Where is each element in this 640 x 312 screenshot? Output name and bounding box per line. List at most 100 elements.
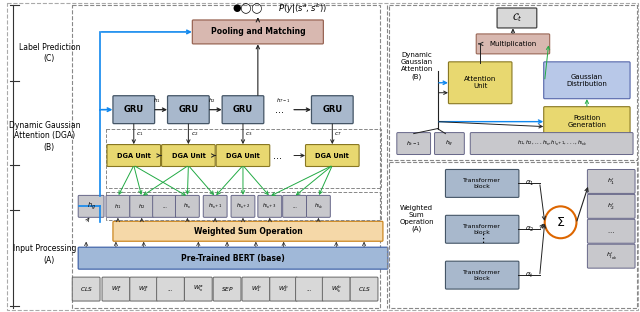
FancyBboxPatch shape [445,169,519,197]
FancyBboxPatch shape [307,195,330,217]
Text: $c_T$: $c_T$ [334,130,342,138]
Text: $h_{t-1}$: $h_{t-1}$ [406,139,421,148]
FancyBboxPatch shape [445,215,519,243]
Text: Dynamic
Gaussian
Attention
(B): Dynamic Gaussian Attention (B) [401,52,433,80]
Text: $h_1,h_2,...h_{l_a},h_{l_a+1},...,h_{l_{ab}}$: $h_1,h_2,...h_{l_a},h_{l_a+1},...,h_{l_{… [516,139,587,148]
FancyBboxPatch shape [449,62,512,104]
Text: GRU: GRU [124,105,144,114]
Text: ⋮: ⋮ [477,234,488,244]
Text: $h_{l_a}$: $h_{l_a}$ [184,202,191,211]
Text: Dynamic Gaussian: Dynamic Gaussian [9,121,80,130]
Text: $h_{l_{ab}}'$: $h_{l_{ab}}'$ [606,251,616,262]
FancyBboxPatch shape [213,277,241,301]
FancyBboxPatch shape [78,247,388,269]
Text: ...: ... [307,287,312,292]
FancyBboxPatch shape [283,195,307,217]
FancyBboxPatch shape [470,133,633,154]
Text: ...: ... [162,204,167,209]
Text: $W_2^b$: $W_2^b$ [278,284,289,295]
FancyBboxPatch shape [72,277,100,301]
FancyBboxPatch shape [588,219,635,243]
Text: $h_1'$: $h_1'$ [607,176,616,187]
Text: $CLS$: $CLS$ [80,285,93,293]
Text: $SEP$: $SEP$ [221,285,234,293]
FancyBboxPatch shape [175,195,199,217]
Text: $P(y|(s^a, s^b))$: $P(y|(s^a, s^b))$ [278,2,326,16]
Bar [106,193,381,220]
Text: $W_2^a$: $W_2^a$ [138,284,149,294]
Text: Pooling and Matching: Pooling and Matching [211,27,305,37]
Text: GRU: GRU [233,105,253,114]
Text: (A): (A) [44,256,55,265]
Text: $h_1$: $h_1$ [114,202,122,211]
FancyBboxPatch shape [222,96,264,124]
FancyBboxPatch shape [544,62,630,99]
Text: DGA Unit: DGA Unit [316,153,349,158]
FancyBboxPatch shape [153,195,177,217]
Text: ...: ... [168,287,173,292]
Text: Multiplication: Multiplication [490,41,536,47]
Text: Attention
Unit: Attention Unit [464,76,497,89]
Text: $h_{l_a+2}$: $h_{l_a+2}$ [236,202,250,211]
Text: Transformer
block: Transformer block [463,224,501,235]
FancyBboxPatch shape [445,261,519,289]
Text: $h_2$: $h_2$ [208,96,216,105]
Text: GRU: GRU [179,105,198,114]
FancyBboxPatch shape [296,277,323,301]
Text: $h_{l_{ab}}$: $h_{l_{ab}}$ [314,202,323,211]
Text: ...: ... [292,204,297,209]
Text: Label Prediction: Label Prediction [19,43,80,52]
Text: $h_{l_a+3}$: $h_{l_a+3}$ [262,202,277,211]
Text: Transformer
block: Transformer block [463,178,501,189]
Circle shape [545,206,577,238]
FancyBboxPatch shape [588,194,635,218]
Text: Position
Generation: Position Generation [568,115,606,128]
Text: $c_3$: $c_3$ [245,130,253,138]
Text: $h_2$: $h_2$ [138,202,145,211]
FancyBboxPatch shape [397,133,431,154]
FancyBboxPatch shape [216,144,270,167]
FancyBboxPatch shape [242,277,270,301]
FancyBboxPatch shape [476,34,550,54]
FancyBboxPatch shape [107,144,161,167]
Text: $W_{l_b}^b$: $W_{l_b}^b$ [331,283,342,295]
Text: Input Processing: Input Processing [13,244,76,253]
FancyBboxPatch shape [184,277,212,301]
Text: DGA Unit: DGA Unit [172,153,205,158]
Bar [389,163,637,308]
Text: $h_{l_a+1}$: $h_{l_a+1}$ [208,202,223,211]
FancyBboxPatch shape [130,195,154,217]
FancyBboxPatch shape [113,221,383,241]
FancyBboxPatch shape [270,277,298,301]
Text: Transformer
block: Transformer block [463,270,501,280]
Bar [72,5,380,308]
FancyBboxPatch shape [435,133,464,154]
FancyBboxPatch shape [157,277,184,301]
Text: $W_1^b$: $W_1^b$ [251,284,261,295]
Text: DGA Unit: DGA Unit [117,153,150,158]
Text: DGA Unit: DGA Unit [226,153,260,158]
Text: $W_1^a$: $W_1^a$ [111,284,121,294]
Bar [106,129,381,188]
Text: $h_2'$: $h_2'$ [607,201,616,212]
FancyBboxPatch shape [161,144,215,167]
FancyBboxPatch shape [193,20,323,44]
FancyBboxPatch shape [204,195,227,217]
Text: $CLS$: $CLS$ [358,285,371,293]
FancyBboxPatch shape [323,277,350,301]
Text: $\cdots$: $\cdots$ [607,229,615,234]
Text: $\mathcal{C}_t$: $\mathcal{C}_t$ [511,12,522,24]
Text: ...: ... [273,150,282,160]
Text: Attention (DGA): Attention (DGA) [14,131,75,140]
Text: $\alpha_2$: $\alpha_2$ [525,225,534,234]
Text: Weighted Sum Operation: Weighted Sum Operation [193,227,302,236]
Text: $h_g$: $h_g$ [86,201,95,212]
Text: (C): (C) [44,54,55,63]
Text: Gaussian
Distribution: Gaussian Distribution [566,74,607,87]
FancyBboxPatch shape [350,277,378,301]
FancyBboxPatch shape [312,96,353,124]
Text: $c_2$: $c_2$ [191,130,198,138]
FancyBboxPatch shape [168,96,209,124]
Text: ●◯◯: ●◯◯ [233,4,263,14]
Text: $\Sigma$: $\Sigma$ [556,216,565,229]
